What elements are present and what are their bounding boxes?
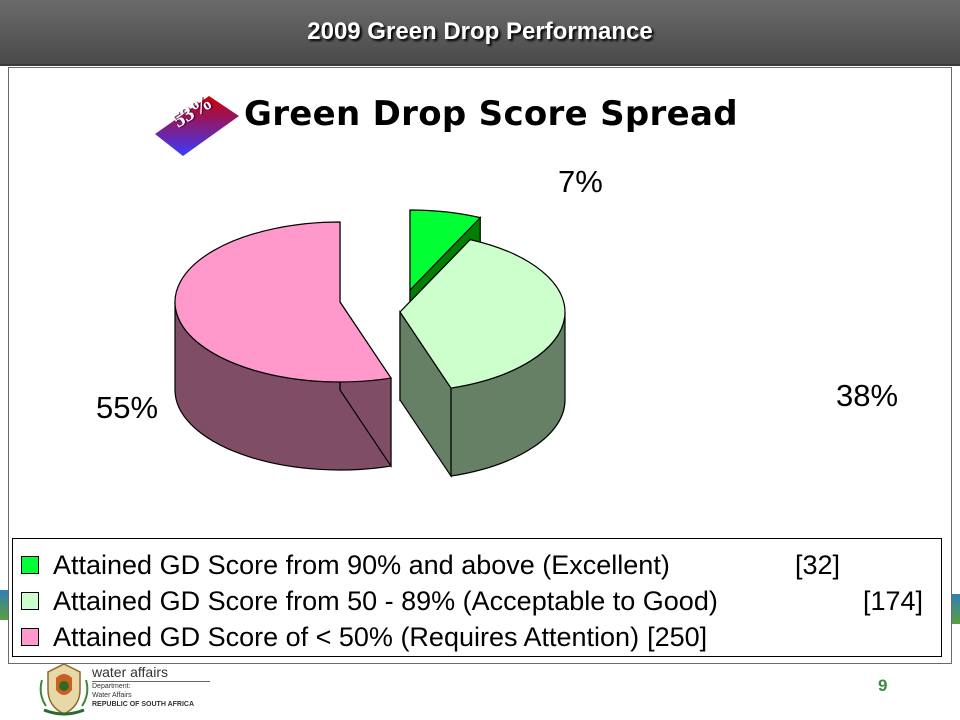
- pie-slice-requires-attention: [174, 221, 393, 383]
- legend-swatch-requires-attention: [21, 628, 39, 646]
- chart-legend: Attained GD Score from 90% and above (Ex…: [12, 538, 942, 657]
- slice-label-excellent: 7%: [558, 164, 603, 199]
- legend-swatch-excellent: [21, 556, 39, 574]
- slide-header: 2009 Green Drop Performance: [0, 0, 960, 66]
- coat-of-arms-logo: [39, 663, 89, 716]
- department-line-2: Water Affairs: [92, 692, 132, 699]
- legend-swatch-acceptable: [21, 592, 39, 610]
- percent-badge: [155, 96, 239, 156]
- slide-title: 2009 Green Drop Performance: [307, 18, 653, 45]
- department-line-1: Department:: [92, 683, 131, 690]
- legend-label-excellent: Attained GD Score from 90% and above (Ex…: [53, 549, 670, 580]
- right-decor-stripe: [950, 594, 960, 624]
- legend-item-acceptable: Attained GD Score from 50 - 89% (Accepta…: [21, 583, 718, 619]
- slice-label-acceptable: 38%: [836, 378, 899, 413]
- legend-count-requires-attention: [250]: [647, 621, 708, 652]
- legend-count-excellent: [32]: [795, 550, 841, 580]
- legend-item-requires-attention: Attained GD Score of < 50% (Requires Att…: [21, 619, 707, 655]
- pie-slice-acceptable: [399, 238, 566, 389]
- pie-slice-excellent: [409, 209, 482, 292]
- legend-count-acceptable: [174]: [863, 586, 924, 616]
- department-line-3: REPUBLIC OF SOUTH AFRICA: [92, 701, 195, 708]
- legend-label-requires-attention: Attained GD Score of < 50% (Requires Att…: [53, 621, 640, 652]
- page-number: 9: [878, 676, 888, 695]
- slice-label-requires-attention: 55%: [96, 390, 159, 425]
- department-country-wrap: REPUBLIC OF SOUTH AFRICA: [92, 700, 210, 709]
- department-name: water affairs: [92, 664, 210, 682]
- department-logotype: water affairs Department: Water Affairs …: [92, 664, 210, 709]
- legend-label-acceptable: Attained GD Score from 50 - 89% (Accepta…: [53, 585, 718, 616]
- legend-item-excellent: Attained GD Score from 90% and above (Ex…: [21, 547, 670, 583]
- chart-title: Green Drop Score Spread: [244, 94, 738, 134]
